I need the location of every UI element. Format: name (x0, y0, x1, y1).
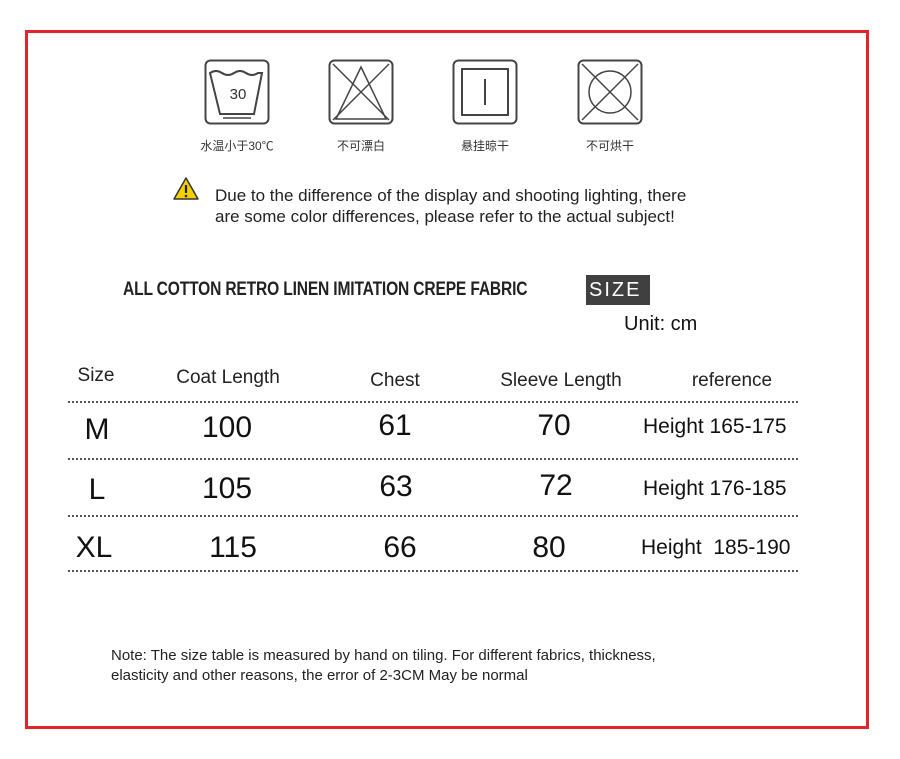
coat-length-cell: 115 (209, 531, 257, 564)
chest-cell: 63 (379, 470, 413, 503)
header-reference: reference (691, 370, 773, 391)
header-coat-length: Coat Length (176, 367, 280, 388)
row-divider (68, 570, 798, 572)
sleeve-length-cell: 70 (537, 409, 571, 442)
sleeve-length-cell: 72 (539, 469, 573, 502)
row-divider (68, 401, 798, 403)
warning-icon (173, 177, 199, 200)
hang-dry-icon (452, 59, 518, 125)
icon-caption: 悬挂晾干 (460, 139, 509, 153)
product-title: ALL COTTON RETRO LINEN IMITATION CREPE F… (123, 279, 528, 300)
note-line: Note: The size table is measured by hand… (111, 647, 656, 664)
header-size: Size (77, 365, 115, 386)
row-divider (68, 515, 798, 517)
row-divider (68, 458, 798, 460)
color-warning: Due to the difference of the display and… (215, 185, 686, 227)
sleeve-length-cell: 80 (532, 531, 566, 564)
no-tumble-dry-icon (577, 59, 643, 125)
red-frame (25, 30, 869, 729)
wash-30-icon: 30 (204, 59, 270, 125)
chest-cell: 61 (378, 409, 412, 442)
reference-cell: Height 176-185 (643, 477, 787, 500)
icon-caption: 不可漂白 (336, 139, 385, 153)
coat-length-cell: 105 (201, 472, 253, 505)
reference-cell: Height 185-190 (641, 536, 791, 559)
chest-cell: 66 (383, 531, 417, 564)
warning-line: Due to the difference of the display and… (215, 186, 687, 205)
svg-text:30: 30 (230, 86, 247, 103)
header-chest: Chest (370, 370, 420, 391)
no-bleach-icon (328, 59, 394, 125)
size-tag: SIZE (586, 275, 650, 305)
size-cell: XL (75, 531, 113, 564)
icon-caption: 不可烘干 (585, 139, 634, 153)
size-cell: M (84, 413, 110, 446)
note-line: elasticity and other reasons, the error … (111, 667, 528, 684)
icon-caption: 水温小于30℃ (200, 139, 274, 153)
header-sleeve-length: Sleeve Length (500, 370, 622, 391)
coat-length-cell: 100 (201, 411, 253, 444)
measurement-note: Note: The size table is measured by hand… (111, 646, 656, 686)
reference-cell: Height 165-175 (643, 415, 787, 438)
size-cell: L (88, 473, 106, 506)
unit-label: Unit: cm (624, 313, 698, 335)
warning-line: are some color differences, please refer… (215, 207, 675, 226)
